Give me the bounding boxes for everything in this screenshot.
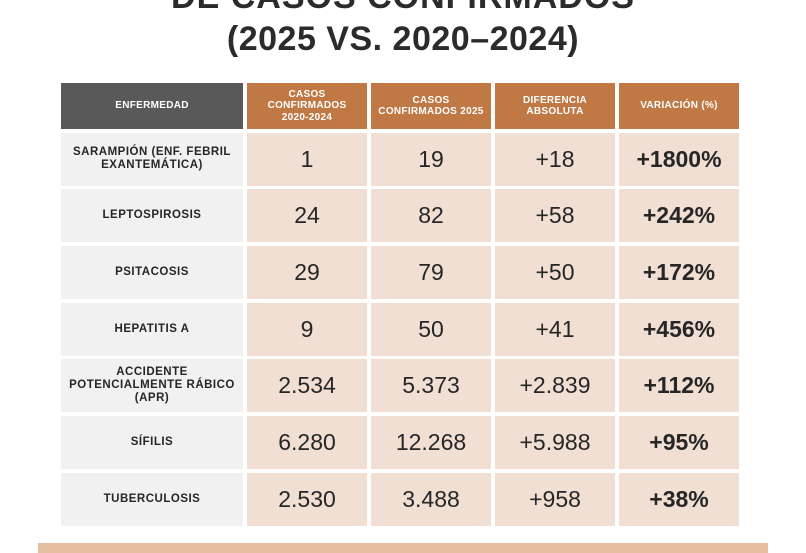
variation-percent: +1800% <box>619 132 739 186</box>
cases-2020-2024: 6.280 <box>247 416 367 470</box>
absolute-difference: +50 <box>495 246 615 300</box>
absolute-difference: +5.988 <box>495 416 615 470</box>
cases-2025: 82 <box>371 189 491 243</box>
cases-2020-2024: 9 <box>247 302 367 356</box>
variation-percent: +95% <box>619 416 739 470</box>
header-diferencia: DIFERENCIA ABSOLUTA <box>495 83 615 129</box>
cases-2025: 5.373 <box>371 359 491 413</box>
cases-2020-2024: 2.534 <box>247 359 367 413</box>
row-disease-name: PSITACOSIS <box>61 246 243 300</box>
row-disease-name: ACCIDENTE POTENCIALMENTE RÁBICO (APR) <box>61 359 243 413</box>
row-disease-name: SÍFILIS <box>61 416 243 470</box>
cases-2020-2024: 1 <box>247 132 367 186</box>
header-casos-2020-2024: CASOS CONFIRMADOS 2020-2024 <box>247 83 367 129</box>
cases-2025: 12.268 <box>371 416 491 470</box>
row-disease-name: TUBERCULOSIS <box>61 472 243 526</box>
cases-2020-2024: 2.530 <box>247 472 367 526</box>
row-disease-name: HEPATITIS A <box>61 302 243 356</box>
absolute-difference: +18 <box>495 132 615 186</box>
row-disease-name: SARAMPIÓN (ENF. FEBRIL EXANTEMÁTICA) <box>61 132 243 186</box>
page-title-line-2: (2025 VS. 2020–2024) <box>226 20 580 58</box>
variation-percent: +112% <box>619 359 739 413</box>
absolute-difference: +58 <box>495 189 615 243</box>
footer-bar <box>38 543 768 553</box>
row-disease-name: LEPTOSPIROSIS <box>61 189 243 243</box>
header-casos-2025: CASOS CONFIRMADOS 2025 <box>371 83 491 129</box>
cases-2020-2024: 29 <box>247 246 367 300</box>
variation-percent: +38% <box>619 472 739 526</box>
header-enfermedad: ENFERMEDAD <box>61 83 243 129</box>
absolute-difference: +958 <box>495 472 615 526</box>
cases-2020-2024: 24 <box>247 189 367 243</box>
variation-percent: +172% <box>619 246 739 300</box>
variation-percent: +242% <box>619 189 739 243</box>
cases-2025: 3.488 <box>371 472 491 526</box>
cases-2025: 79 <box>371 246 491 300</box>
header-variacion: VARIACIÓN (%) <box>619 83 739 129</box>
absolute-difference: +2.839 <box>495 359 615 413</box>
cases-2025: 19 <box>371 132 491 186</box>
page-title-line-1: DE CASOS CONFIRMADOS <box>0 0 806 17</box>
absolute-difference: +41 <box>495 302 615 356</box>
cases-table: ENFERMEDAD CASOS CONFIRMADOS 2020-2024 C… <box>61 83 739 526</box>
variation-percent: +456% <box>619 302 739 356</box>
cases-2025: 50 <box>371 302 491 356</box>
